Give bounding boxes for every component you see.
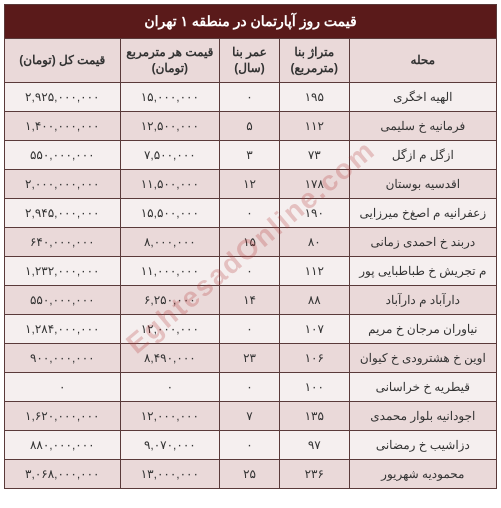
cell-age: ۱۵: [219, 228, 279, 256]
cell-area: ۱۹۰: [279, 199, 349, 227]
cell-age: ۲۵: [219, 460, 279, 488]
cell-ppm: ۷,۵۰۰,۰۰۰: [120, 141, 220, 169]
cell-age: ۰: [219, 199, 279, 227]
cell-neighborhood: اوین خ هشترودی خ کیوان: [349, 344, 496, 372]
cell-neighborhood: الهیه اخگری: [349, 83, 496, 111]
cell-area: ۸۰: [279, 228, 349, 256]
cell-age: ۳: [219, 141, 279, 169]
table-row: اجودانیه بلوار محمدی۱۳۵۷۱۲,۰۰۰,۰۰۰۱,۶۲۰,…: [5, 402, 496, 431]
table-row: م تجریش خ طباطبایی پور۱۱۲۰۱۱,۰۰۰,۰۰۰۱,۲۳…: [5, 257, 496, 286]
cell-age: ۰: [219, 373, 279, 401]
cell-ppm: ۱۵,۵۰۰,۰۰۰: [120, 199, 220, 227]
cell-total: ۱,۲۸۴,۰۰۰,۰۰۰: [5, 315, 120, 343]
cell-total: ۱,۴۰۰,۰۰۰,۰۰۰: [5, 112, 120, 140]
table-row: قیطریه خ خراسانی۱۰۰۰۰۰: [5, 373, 496, 402]
table-row: دارآباد م دارآباد۸۸۱۴۶,۲۵۰,۰۰۰۵۵۰,۰۰۰,۰۰…: [5, 286, 496, 315]
cell-neighborhood: محمودیه شهریور: [349, 460, 496, 488]
cell-area: ۱۷۸: [279, 170, 349, 198]
cell-area: ۷۳: [279, 141, 349, 169]
cell-ppm: ۹,۰۷۰,۰۰۰: [120, 431, 220, 459]
table-header-row: محله متراژ بنا (مترمربع) عمر بنا (سال) ق…: [5, 39, 496, 83]
cell-total: ۱,۲۳۲,۰۰۰,۰۰۰: [5, 257, 120, 285]
cell-age: ۲۳: [219, 344, 279, 372]
cell-neighborhood: اجودانیه بلوار محمدی: [349, 402, 496, 430]
cell-neighborhood: زعفرانیه م اصغ‌خ میرزایی: [349, 199, 496, 227]
cell-total: ۱,۶۲۰,۰۰۰,۰۰۰: [5, 402, 120, 430]
cell-ppm: ۱۲,۰۰۰,۰۰۰: [120, 315, 220, 343]
cell-neighborhood: م تجریش خ طباطبایی پور: [349, 257, 496, 285]
table-body: الهیه اخگری۱۹۵۰۱۵,۰۰۰,۰۰۰۲,۹۲۵,۰۰۰,۰۰۰فر…: [5, 83, 496, 488]
table-title: قیمت روز آپارتمان در منطقه ۱ تهران: [5, 5, 496, 39]
cell-total: ۸۸۰,۰۰۰,۰۰۰: [5, 431, 120, 459]
cell-age: ۷: [219, 402, 279, 430]
cell-ppm: ۰: [120, 373, 220, 401]
cell-ppm: ۱۲,۰۰۰,۰۰۰: [120, 402, 220, 430]
cell-total: ۲,۹۴۵,۰۰۰,۰۰۰: [5, 199, 120, 227]
cell-neighborhood: ازگل م ازگل: [349, 141, 496, 169]
cell-neighborhood: دزاشیب خ رمضانی: [349, 431, 496, 459]
cell-ppm: ۱۱,۰۰۰,۰۰۰: [120, 257, 220, 285]
cell-area: ۱۱۲: [279, 112, 349, 140]
col-header-neighborhood: محله: [349, 39, 496, 82]
cell-neighborhood: نیاوران مرجان خ مریم: [349, 315, 496, 343]
col-header-area: متراژ بنا (مترمربع): [279, 39, 349, 82]
table-row: محمودیه شهریور۲۳۶۲۵۱۳,۰۰۰,۰۰۰۳,۰۶۸,۰۰۰,۰…: [5, 460, 496, 488]
cell-neighborhood: دربند خ احمدی زمانی: [349, 228, 496, 256]
table-row: فرمانیه خ سلیمی۱۱۲۵۱۲,۵۰۰,۰۰۰۱,۴۰۰,۰۰۰,۰…: [5, 112, 496, 141]
cell-ppm: ۱۱,۵۰۰,۰۰۰: [120, 170, 220, 198]
table-row: دربند خ احمدی زمانی۸۰۱۵۸,۰۰۰,۰۰۰۶۴۰,۰۰۰,…: [5, 228, 496, 257]
table-row: زعفرانیه م اصغ‌خ میرزایی۱۹۰۰۱۵,۵۰۰,۰۰۰۲,…: [5, 199, 496, 228]
cell-total: ۵۵۰,۰۰۰,۰۰۰: [5, 141, 120, 169]
cell-area: ۸۸: [279, 286, 349, 314]
col-header-total: قیمت کل (تومان): [5, 39, 120, 82]
cell-total: ۵۵۰,۰۰۰,۰۰۰: [5, 286, 120, 314]
cell-area: ۲۳۶: [279, 460, 349, 488]
cell-total: ۳,۰۶۸,۰۰۰,۰۰۰: [5, 460, 120, 488]
price-table: قیمت روز آپارتمان در منطقه ۱ تهران محله …: [4, 4, 497, 489]
col-header-age: عمر بنا (سال): [219, 39, 279, 82]
cell-area: ۹۷: [279, 431, 349, 459]
cell-ppm: ۸,۰۰۰,۰۰۰: [120, 228, 220, 256]
table-row: اوین خ هشترودی خ کیوان۱۰۶۲۳۸,۴۹۰,۰۰۰۹۰۰,…: [5, 344, 496, 373]
cell-ppm: ۱۳,۰۰۰,۰۰۰: [120, 460, 220, 488]
cell-area: ۱۳۵: [279, 402, 349, 430]
cell-total: ۰: [5, 373, 120, 401]
cell-area: ۱۰۶: [279, 344, 349, 372]
cell-total: ۹۰۰,۰۰۰,۰۰۰: [5, 344, 120, 372]
col-header-ppm: قیمت هر مترمربع (تومان): [120, 39, 220, 82]
cell-total: ۲,۰۰۰,۰۰۰,۰۰۰: [5, 170, 120, 198]
cell-neighborhood: قیطریه خ خراسانی: [349, 373, 496, 401]
cell-age: ۰: [219, 315, 279, 343]
table-row: ازگل م ازگل۷۳۳۷,۵۰۰,۰۰۰۵۵۰,۰۰۰,۰۰۰: [5, 141, 496, 170]
cell-neighborhood: فرمانیه خ سلیمی: [349, 112, 496, 140]
cell-neighborhood: اقدسیه بوستان: [349, 170, 496, 198]
table-row: دزاشیب خ رمضانی۹۷۰۹,۰۷۰,۰۰۰۸۸۰,۰۰۰,۰۰۰: [5, 431, 496, 460]
cell-age: ۰: [219, 257, 279, 285]
cell-age: ۰: [219, 431, 279, 459]
cell-area: ۱۹۵: [279, 83, 349, 111]
cell-age: ۱۴: [219, 286, 279, 314]
cell-age: ۰: [219, 83, 279, 111]
table-row: اقدسیه بوستان۱۷۸۱۲۱۱,۵۰۰,۰۰۰۲,۰۰۰,۰۰۰,۰۰…: [5, 170, 496, 199]
cell-ppm: ۶,۲۵۰,۰۰۰: [120, 286, 220, 314]
cell-ppm: ۱۲,۵۰۰,۰۰۰: [120, 112, 220, 140]
cell-ppm: ۱۵,۰۰۰,۰۰۰: [120, 83, 220, 111]
cell-area: ۱۱۲: [279, 257, 349, 285]
cell-age: ۵: [219, 112, 279, 140]
cell-ppm: ۸,۴۹۰,۰۰۰: [120, 344, 220, 372]
cell-total: ۶۴۰,۰۰۰,۰۰۰: [5, 228, 120, 256]
table-row: نیاوران مرجان خ مریم۱۰۷۰۱۲,۰۰۰,۰۰۰۱,۲۸۴,…: [5, 315, 496, 344]
cell-age: ۱۲: [219, 170, 279, 198]
table-row: الهیه اخگری۱۹۵۰۱۵,۰۰۰,۰۰۰۲,۹۲۵,۰۰۰,۰۰۰: [5, 83, 496, 112]
cell-total: ۲,۹۲۵,۰۰۰,۰۰۰: [5, 83, 120, 111]
cell-neighborhood: دارآباد م دارآباد: [349, 286, 496, 314]
cell-area: ۱۰۰: [279, 373, 349, 401]
cell-area: ۱۰۷: [279, 315, 349, 343]
